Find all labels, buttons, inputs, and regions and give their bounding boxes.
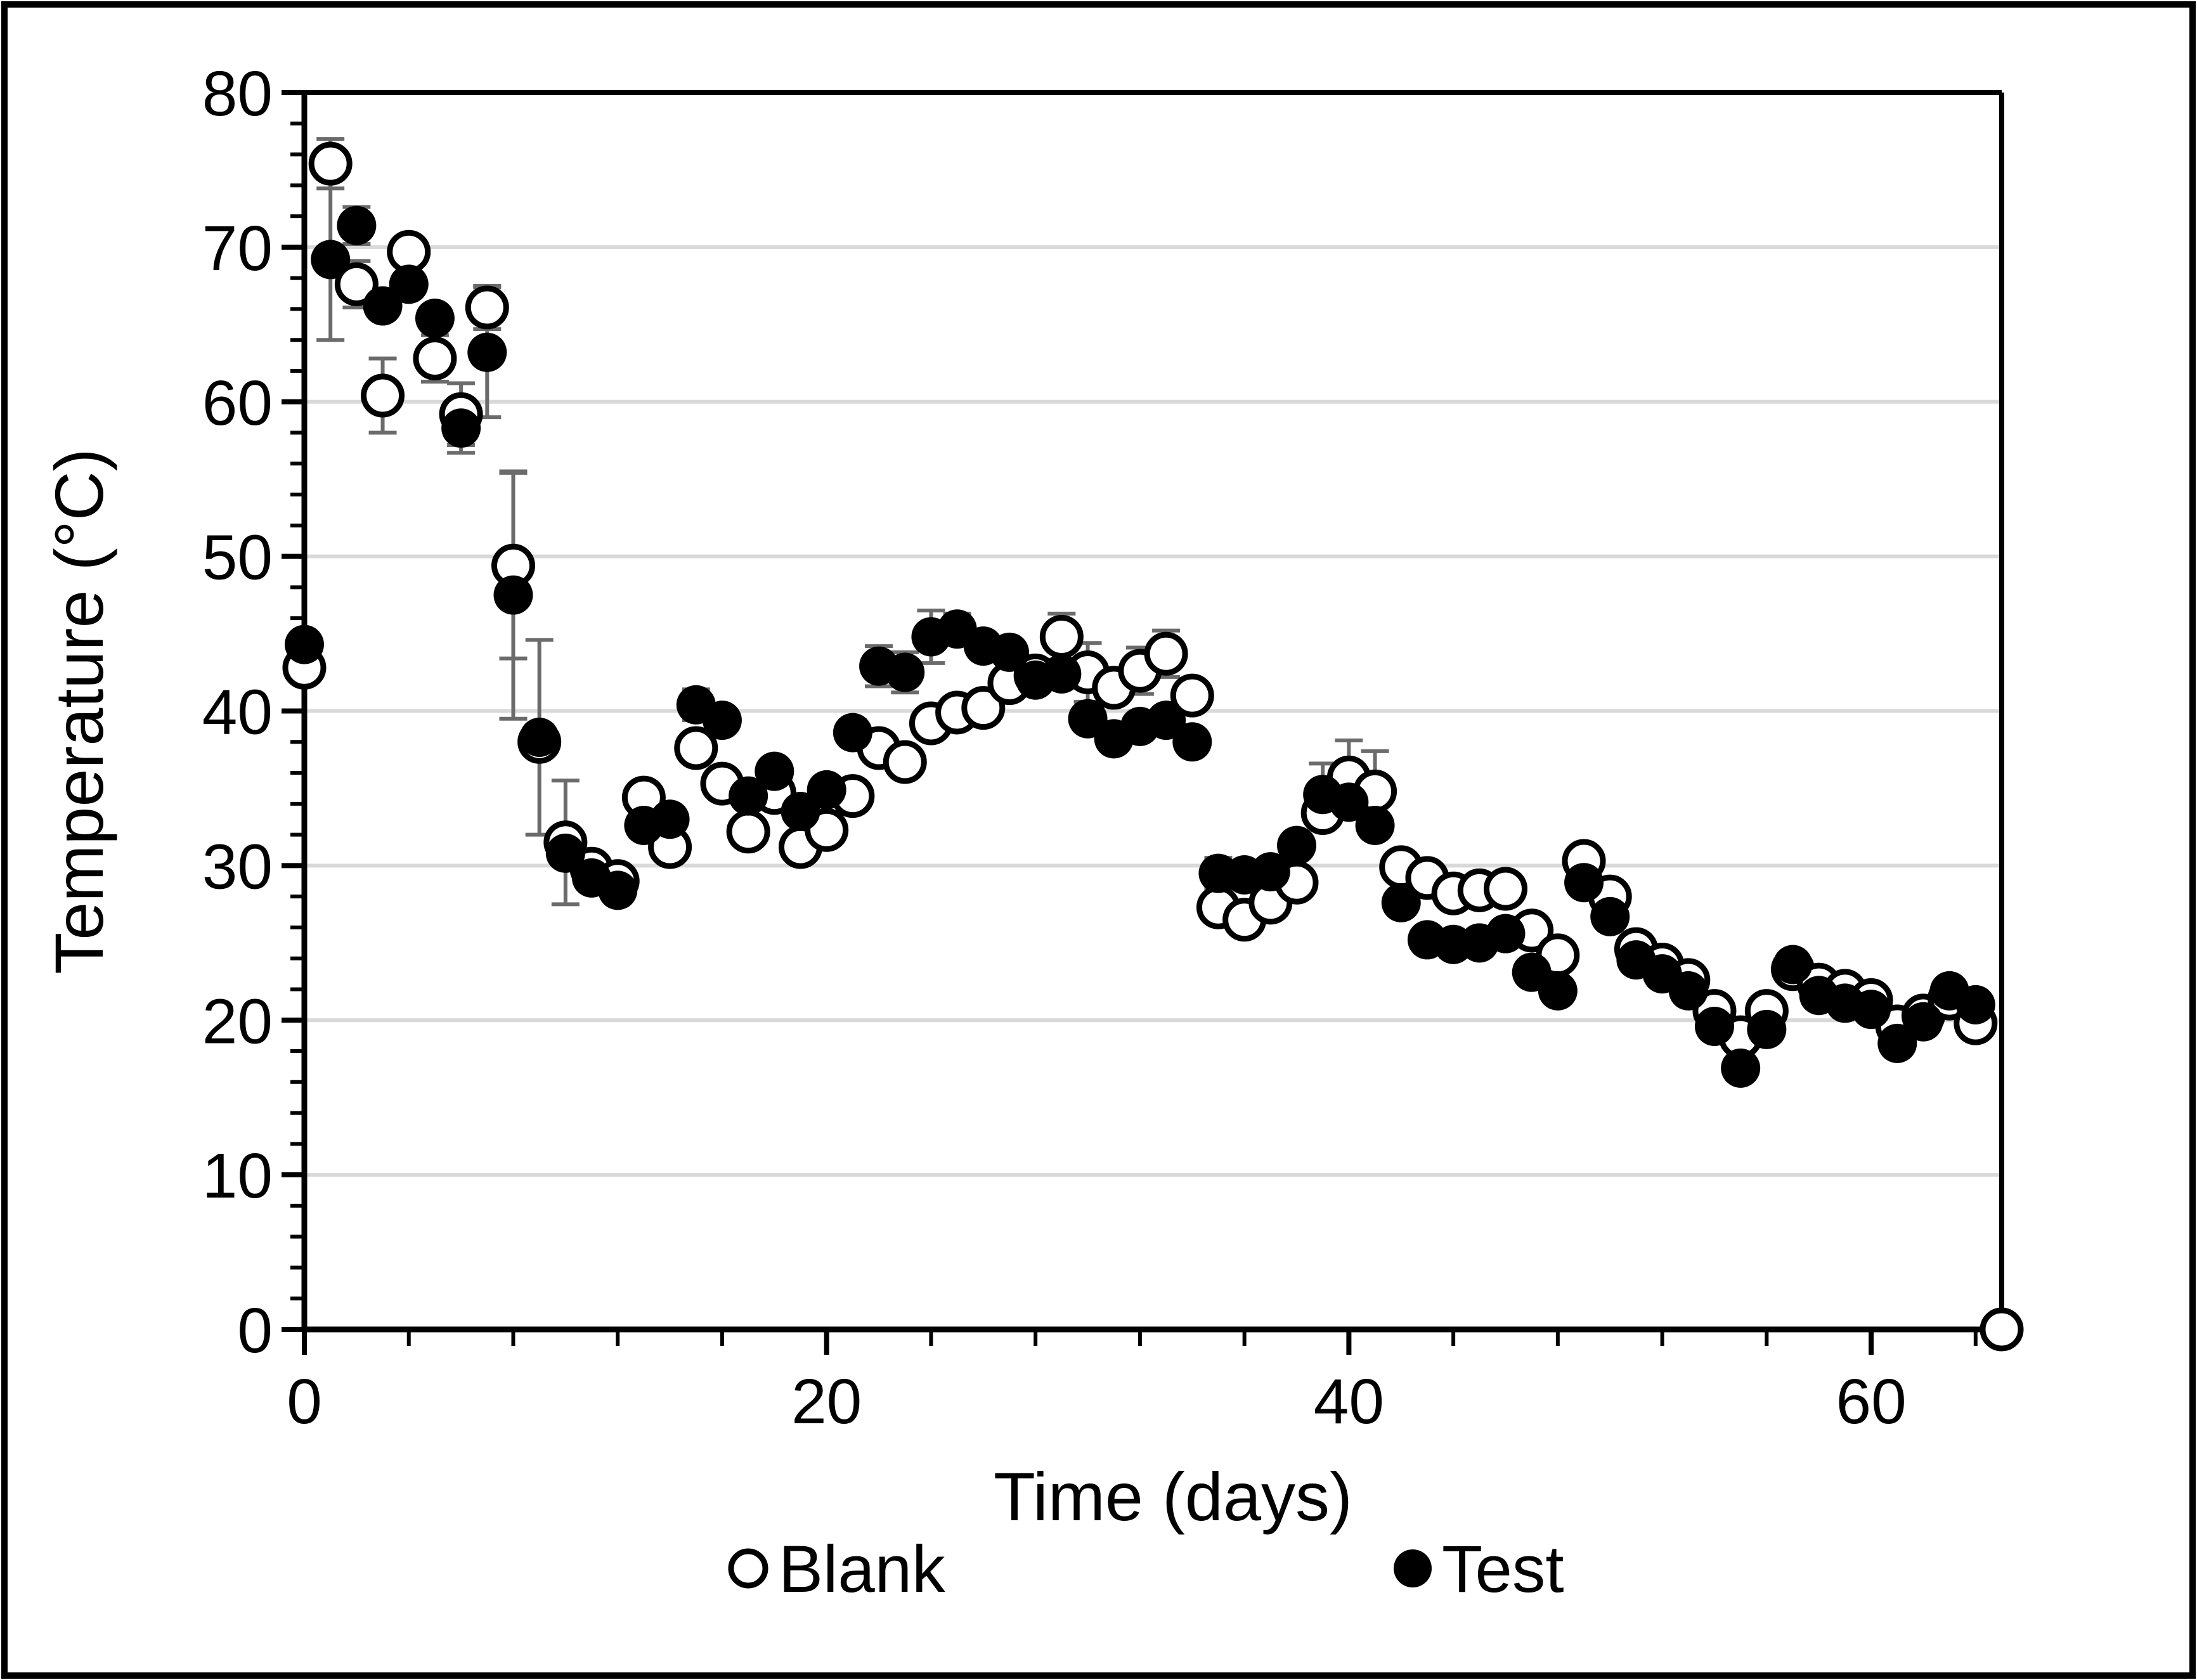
y-tick-label-10: 10 — [202, 1140, 273, 1212]
blank-point-day-7 — [465, 285, 509, 330]
test-point-day-50 — [1590, 896, 1630, 936]
y-tick-label-50: 50 — [202, 522, 273, 593]
test-point-day-7 — [467, 332, 507, 372]
test-point-day-41 — [1355, 805, 1395, 845]
test-point-day-1 — [311, 240, 351, 280]
test-point-day-64 — [1955, 985, 1995, 1024]
x-tick-label-60: 60 — [1836, 1366, 1906, 1437]
test-point-day-20 — [807, 770, 846, 810]
test-point-day-8 — [493, 575, 533, 615]
blank-point-day-3 — [361, 373, 405, 418]
test-point-day-56 — [1747, 1009, 1787, 1049]
test-point-day-60 — [1851, 990, 1891, 1030]
test-point-day-46 — [1486, 914, 1526, 953]
blank-point-day-2 — [334, 262, 379, 306]
test-point-day-40 — [1329, 782, 1369, 822]
test-point-day-34 — [1172, 722, 1212, 762]
blank-point-day-26 — [961, 686, 1006, 730]
test-point-day-53 — [1668, 971, 1708, 1011]
test-point-day-4 — [389, 264, 429, 304]
x-tick-label-40: 40 — [1314, 1366, 1384, 1437]
test-point-day-5 — [415, 299, 455, 339]
blank-point-day-23 — [883, 740, 927, 784]
legend-marker-blank-icon — [728, 1548, 768, 1589]
blank-point-day-46 — [1483, 867, 1527, 911]
blank-point-day-29 — [1039, 614, 1084, 659]
x-tick-label-20: 20 — [791, 1366, 862, 1437]
y-axis-title: Temperature (°C) — [41, 448, 117, 974]
test-point-day-16 — [702, 701, 742, 740]
blank-point-day-1 — [308, 141, 353, 186]
blank-point-day-5 — [413, 336, 457, 380]
test-point-day-10 — [545, 833, 585, 873]
y-tick-label-70: 70 — [202, 213, 273, 284]
test-point-day-48 — [1538, 971, 1578, 1011]
test-point-day-57 — [1773, 945, 1813, 985]
test-point-day-37 — [1250, 852, 1290, 892]
test-point-day-61 — [1877, 1023, 1917, 1063]
y-tick-label-80: 80 — [202, 58, 273, 129]
test-point-day-33 — [1146, 701, 1186, 740]
legend: Blank Test — [728, 1532, 1564, 1606]
test-point-day-29 — [1042, 654, 1082, 694]
x-axis-title: Time (days) — [994, 1458, 1352, 1535]
test-point-day-6 — [441, 408, 481, 448]
test-point-day-2 — [337, 205, 377, 245]
y-tick-label-40: 40 — [202, 677, 273, 748]
blank-point-day-65 — [1980, 1307, 2024, 1352]
legend-label-blank: Blank — [779, 1532, 945, 1606]
y-tick-label-30: 30 — [202, 831, 273, 902]
test-point-day-38 — [1277, 825, 1317, 865]
test-point-day-54 — [1694, 1007, 1734, 1047]
series-test — [285, 205, 1995, 1088]
blank-point-day-34 — [1170, 673, 1214, 718]
blank-point-day-33 — [1144, 631, 1188, 676]
axis-tick-labels: 0 10 20 30 40 50 60 70 80 0 20 40 60 — [202, 58, 1907, 1437]
test-point-day-14 — [650, 799, 690, 839]
x-tick-label-0: 0 — [287, 1366, 322, 1437]
test-point-day-62 — [1903, 1002, 1943, 1042]
test-point-day-19 — [781, 792, 820, 832]
test-point-day-55 — [1721, 1048, 1761, 1088]
test-point-day-9 — [519, 717, 559, 757]
test-point-day-49 — [1564, 863, 1604, 903]
test-point-day-0 — [285, 624, 324, 664]
test-point-day-18 — [755, 751, 794, 791]
blank-point-day-15 — [674, 726, 718, 770]
blank-point-day-17 — [726, 810, 770, 854]
legend-marker-test-icon — [1394, 1549, 1432, 1587]
y-tick-label-60: 60 — [202, 368, 273, 439]
test-point-day-12 — [598, 870, 638, 910]
test-point-day-3 — [363, 286, 403, 326]
test-point-day-42 — [1381, 882, 1421, 922]
test-point-day-27 — [989, 632, 1029, 672]
y-tick-label-0: 0 — [237, 1295, 273, 1366]
test-point-day-21 — [833, 713, 872, 753]
y-tick-label-20: 20 — [202, 986, 273, 1057]
test-point-day-17 — [729, 776, 768, 816]
legend-label-test: Test — [1442, 1532, 1564, 1606]
test-point-day-23 — [885, 652, 925, 692]
